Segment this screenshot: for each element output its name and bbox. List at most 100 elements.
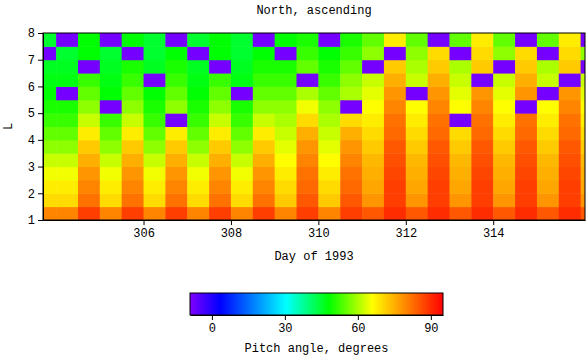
heatmap-cell [406,100,428,114]
heatmap-cell [231,140,253,154]
x-tick-label: 310 [308,227,330,241]
x-tick: 310 [308,220,330,241]
heatmap-cell [56,113,78,127]
heatmap-cell [340,60,362,74]
heatmap-cell [318,193,340,207]
heatmap-cell [450,193,472,207]
heatmap-cell [56,127,78,141]
heatmap-cell [122,86,144,100]
heatmap-cell [187,193,209,207]
heatmap-cell [362,140,384,154]
heatmap-cell [100,73,122,87]
heatmap-cell [450,153,472,167]
heatmap-cell [581,153,585,167]
heatmap-cell [471,33,493,47]
heatmap-cell [209,127,231,141]
heatmap-cell [559,207,581,220]
heatmap-cell [209,180,231,194]
x-tick: 314 [483,220,505,241]
heatmap-cell [56,193,78,207]
heatmap-cell [100,86,122,100]
heatmap-cell [275,100,297,114]
heatmap-cell [559,86,581,100]
heatmap-cell [406,140,428,154]
heatmap-cell [253,193,275,207]
heatmap-cell [56,167,78,181]
heatmap-cell [165,100,187,114]
heatmap-cell [100,33,122,47]
heatmap-cell [165,127,187,141]
x-tick-mark [318,220,319,225]
heatmap-cell [428,73,450,87]
y-tick-mark [38,167,43,168]
heatmap-cell [209,33,231,47]
colorbar-axis: 0306090 [191,315,444,336]
heatmap-cell [384,193,406,207]
heatmap-cell [297,100,319,114]
heatmap-cell [493,60,515,74]
heatmap-cell [340,180,362,194]
heatmap-cell [122,127,144,141]
heatmap-cell [43,207,57,220]
x-tick-label: 314 [483,227,505,241]
y-tick-label: 1 [28,214,35,228]
heatmap-cell [231,113,253,127]
y-tick-label: 3 [28,161,35,175]
heatmap-cell [144,46,166,60]
heatmap-cell [559,100,581,114]
heatmap-cell [515,113,537,127]
heatmap-cell [362,46,384,60]
x-tick-mark [231,220,232,225]
y-tick: 8 [28,27,43,41]
heatmap-cell [297,127,319,141]
heatmap-cell [318,180,340,194]
heatmap-cell [165,33,187,47]
heatmap-cell [231,167,253,181]
heatmap-cell [187,113,209,127]
heatmap-cell [318,73,340,87]
heatmap-cell [144,180,166,194]
heatmap-cell [297,193,319,207]
heatmap-cell [275,46,297,60]
heatmap-cell [340,113,362,127]
heatmap-cell [384,86,406,100]
colorbar-axis-line [191,315,444,316]
heatmap-cell [209,113,231,127]
heatmap-cell [165,73,187,87]
heatmap-cell [515,167,537,181]
y-tick-label: 7 [28,54,35,68]
heatmap-cell [100,113,122,127]
heatmap-cell [340,127,362,141]
heatmap-cell [450,207,472,220]
heatmap-cell [78,207,100,220]
heatmap-cell [165,167,187,181]
colorbar-tick-label: 60 [351,322,365,336]
heatmap-cell [144,167,166,181]
heatmap-cell [450,127,472,141]
y-tick-label: 8 [28,27,35,41]
heatmap-cell [515,153,537,167]
heatmap-cell [43,193,57,207]
heatmap-cell [340,207,362,220]
heatmap-cell [384,73,406,87]
colorbar-tick-mark [285,315,286,320]
heatmap-cell [187,73,209,87]
heatmap-cell [318,167,340,181]
heatmap-cell [471,193,493,207]
title: North, ascending [256,4,371,18]
heatmap-cell [471,180,493,194]
heatmap-cell [187,86,209,100]
x-tick: 306 [133,220,155,241]
heatmap-cell [581,46,585,60]
colorbar-tick-mark [358,315,359,320]
heatmap-cell [428,60,450,74]
colorbar-tick: 90 [424,315,438,336]
heatmap-cell [100,60,122,74]
heatmap-cell [515,60,537,74]
heatmap-cell [187,46,209,60]
x-axis-title: Day of 1993 [274,250,353,264]
heatmap-cell [231,33,253,47]
heatmap-cell [340,153,362,167]
heatmap-cell [209,153,231,167]
heatmap-cell [450,100,472,114]
